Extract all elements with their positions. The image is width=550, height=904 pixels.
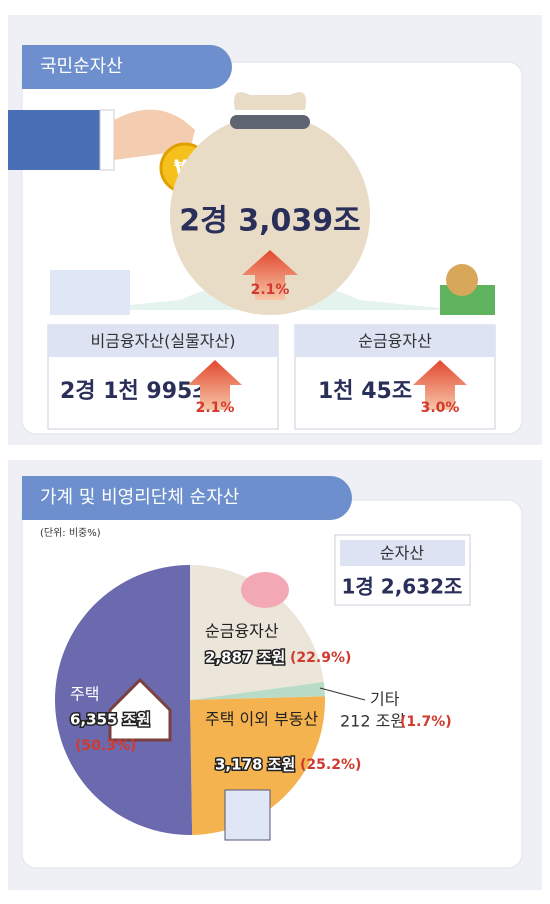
total-value: 1경 2,632조 <box>342 575 463 599</box>
building-icon <box>224 789 271 841</box>
item-growth: 2.1% <box>196 400 235 416</box>
box-header <box>48 325 278 357</box>
chart-title: 가계 및 비영리단체 순자산 <box>40 487 239 508</box>
section-title: 국민순자산 <box>40 56 123 77</box>
item-growth: 3.0% <box>421 400 460 416</box>
slice-label: 주택 이외 부동산 <box>205 710 318 729</box>
slice-amount: 6,355 조원 <box>70 711 150 729</box>
title-pill <box>22 45 232 89</box>
bag-top <box>234 92 306 110</box>
slice-label: 기타 <box>370 690 400 709</box>
slice-value-label: (22.9%) <box>290 650 351 666</box>
piggy-icon <box>241 572 289 608</box>
total-growth: 2.1% <box>251 282 290 298</box>
pie-slice <box>190 696 325 835</box>
slice-value-label: (50.3%) <box>75 738 136 754</box>
arrow <box>188 360 242 410</box>
arrow <box>413 360 467 410</box>
slice-amount: 2,887 조원 <box>205 649 285 667</box>
total-label: 순자산 <box>380 544 424 563</box>
factory-icon <box>50 270 130 315</box>
slice-value-label: (25.2%) <box>300 757 361 773</box>
slice-label: 순금융자산 <box>205 622 279 641</box>
pie-slice <box>190 565 324 700</box>
box-header <box>295 325 495 357</box>
slice-value-label: (1.7%) <box>400 714 452 730</box>
money-bag <box>170 115 370 315</box>
item-label: 순금융자산 <box>358 332 432 351</box>
item-amount: 2경 1천 995조 <box>60 379 213 404</box>
bag-tie <box>230 115 310 129</box>
slice-amount: 3,178 조원 <box>215 756 295 774</box>
leader-line <box>319 687 366 701</box>
cuff <box>99 109 115 171</box>
item-label: 비금융자산(실물자산) <box>91 332 236 351</box>
arrow <box>242 250 298 300</box>
sleeve <box>8 110 108 170</box>
total-value: 2경 3,039조 <box>179 204 360 239</box>
slice-amount: 212 조원 <box>340 712 405 731</box>
item-amount: 1천 45조 <box>318 379 412 404</box>
title-pill <box>22 476 352 520</box>
house-icon <box>108 677 172 742</box>
bag-icon <box>446 264 478 296</box>
total-header <box>340 540 465 566</box>
slice-label: 주택 <box>70 685 99 704</box>
unit-note: (단위: 비중%) <box>40 526 101 539</box>
pie-slice <box>190 682 325 700</box>
